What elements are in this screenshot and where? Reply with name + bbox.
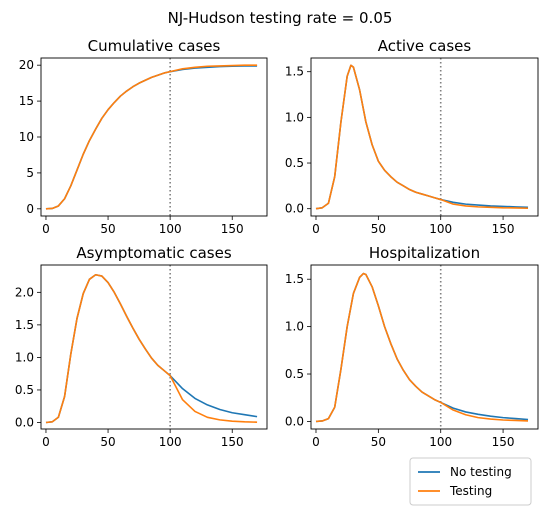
y-tick-label: 1.5: [285, 65, 304, 79]
x-tick-label: 50: [100, 435, 115, 449]
y-tick-label: 0.5: [15, 383, 34, 397]
y-tick-label: 5: [26, 166, 34, 180]
x-tick-label: 50: [100, 222, 115, 236]
x-tick-label: 50: [371, 435, 386, 449]
subplot-grid: Cumulative cases 0 50 100 150 0 5 10 15 20 Active …: [15, 37, 539, 449]
axes-frame-hospitalization: [310, 264, 539, 430]
panel-title-asymptomatic-cases: Asymptomatic cases: [76, 244, 231, 262]
y-tick-label: 1.5: [15, 318, 34, 332]
panel-asymptomatic-cases: Asymptomatic cases 0 50 100 150 0.0 0.5 1.0 1.5 2…: [15, 244, 268, 449]
y-tick-label: 1.0: [285, 320, 304, 334]
y-tick-label: 0.0: [285, 202, 304, 216]
panel-title-cumulative-cases: Cumulative cases: [88, 37, 221, 55]
x-tick-label: 100: [159, 435, 182, 449]
y-tick-label: 15: [19, 94, 34, 108]
x-tick-label: 100: [429, 435, 452, 449]
x-tick-label: 0: [42, 222, 50, 236]
series-line-testing-cumulative-cases: [45, 64, 258, 210]
y-tick-label: 0.5: [285, 156, 304, 170]
legend-label-testing: Testing: [449, 484, 492, 498]
y-tick-label: 0: [26, 202, 34, 216]
x-tick-label: 150: [221, 435, 244, 449]
x-tick-label: 0: [312, 435, 320, 449]
y-tick-label: 0.5: [285, 367, 304, 381]
panel-title-active-cases: Active cases: [378, 37, 472, 55]
x-tick-label: 100: [159, 222, 182, 236]
y-tick-label: 1.5: [285, 272, 304, 286]
y-tick-label: 2.0: [15, 285, 34, 299]
y-tick-label: 20: [19, 58, 34, 72]
figure-suptitle: NJ-Hudson testing rate = 0.05: [168, 9, 393, 27]
series-line-testing-hospitalization: [315, 272, 529, 423]
panel-hospitalization: Hospitalization 0 50 100 150 0.0 0.5 1.0 1.5: [285, 244, 539, 449]
y-tick-label: 1.0: [285, 110, 304, 124]
panel-cumulative-cases: Cumulative cases 0 50 100 150 0 5 10 15 20: [19, 37, 268, 236]
panel-active-cases: Active cases 0 50 100 150 0.0 0.5 1.0 1.5: [285, 37, 539, 236]
x-tick-label: 100: [429, 222, 452, 236]
series-line-testing-active-cases: [315, 64, 529, 210]
axes-frame-asymptomatic-cases: [40, 264, 268, 430]
legend: No testing Testing: [409, 457, 532, 506]
y-tick-label: 1.0: [15, 350, 34, 364]
legend-frame: [409, 457, 532, 506]
y-tick-label: 0.0: [15, 415, 34, 429]
series-line-testing-asymptomatic-cases: [45, 273, 258, 424]
y-tick-label: 10: [19, 130, 34, 144]
x-tick-label: 0: [42, 435, 50, 449]
x-tick-label: 150: [221, 222, 244, 236]
x-tick-label: 0: [312, 222, 320, 236]
axes-frame-active-cases: [310, 57, 539, 217]
x-tick-label: 50: [371, 222, 386, 236]
x-tick-label: 150: [492, 435, 515, 449]
x-tick-label: 150: [492, 222, 515, 236]
panel-title-hospitalization: Hospitalization: [369, 244, 480, 262]
legend-label-no-testing: No testing: [450, 465, 512, 479]
y-tick-label: 0.0: [285, 414, 304, 428]
